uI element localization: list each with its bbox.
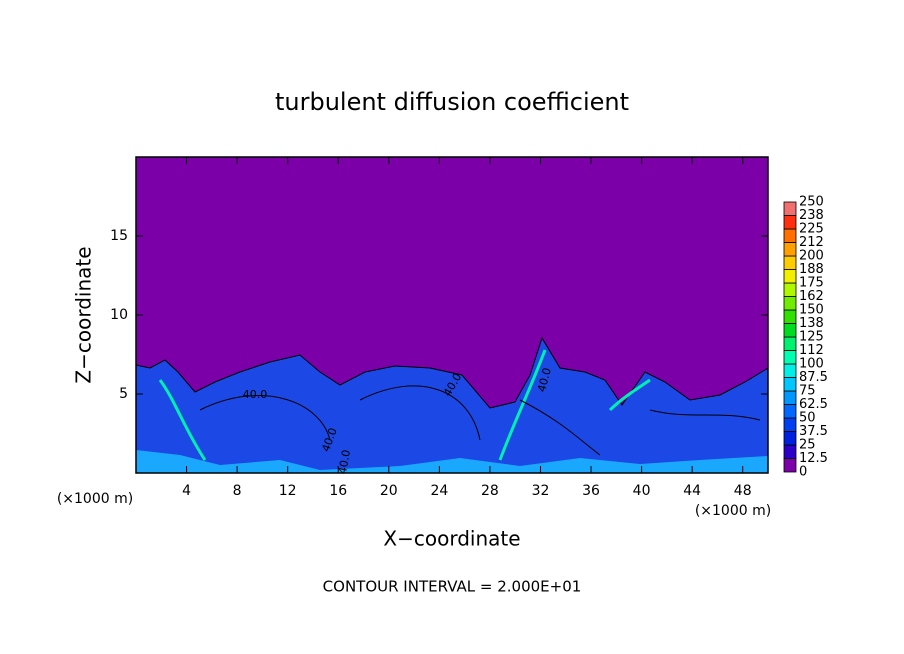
colorbar-label: 175 [799,276,824,291]
footer: CONTOUR INTERVAL = 2.000E+01 [323,578,582,596]
colorbar-segment [783,242,797,257]
colorbar-segment [783,323,797,338]
colorbar-segment [783,363,797,378]
colorbar-label: 62.5 [799,397,828,412]
colorbar-segment [783,269,797,284]
colorbar-label: 100 [799,357,824,372]
x-tick-label: 12 [279,483,297,499]
x-tick-label: 36 [582,483,600,499]
y-tick-label: 15 [110,228,128,244]
colorbar-label: 87.5 [799,370,828,385]
x-tick-label: 20 [380,483,398,499]
contour-label: 40.0 [336,449,353,475]
colorbar-segment [783,390,797,405]
chart-title: turbulent diffusion coefficient [275,88,629,116]
colorbar-label: 25 [799,438,816,453]
colorbar-label: 200 [799,249,824,264]
colorbar-segment [783,404,797,419]
colorbar-segment [783,431,797,446]
colorbar-segment [783,255,797,270]
colorbar-segment [783,296,797,311]
colorbar-segment [783,336,797,351]
contour-label: 40.0 [535,366,554,393]
x-tick-label: 28 [481,483,499,499]
x-tick-label: 4 [182,483,191,499]
x-unit-label: (×1000 m) [57,491,133,507]
high-streak [158,349,651,461]
colorbar-label: 212 [799,235,824,250]
colorbar-segment [783,309,797,324]
colorbar-label: 125 [799,330,824,345]
turbulent-core [136,450,768,473]
colorbar-segment [783,444,797,459]
colorbar-label: 188 [799,262,824,277]
colorbar-segment [783,282,797,297]
colorbar-label: 12.5 [799,451,828,466]
x-tick-label: 24 [430,483,448,499]
colorbar-label: 112 [799,343,824,358]
colorbar-label: 238 [799,208,824,223]
x-tick-label: 48 [734,483,752,499]
x-tick-label: 16 [329,483,347,499]
colorbar-segment [783,377,797,392]
colorbar-label: 75 [799,384,816,399]
x-tick-label: 8 [233,483,242,499]
x-tick-label: 44 [683,483,701,499]
colorbar-segment [783,417,797,432]
colorbar-label: 138 [799,316,824,331]
contour-line [199,385,761,456]
colorbar-label: 37.5 [799,424,828,439]
colorbar-segment [783,201,797,216]
turbulent-region [135,336,769,474]
x-tick-label: 32 [532,483,550,499]
colorbar-segment [783,228,797,243]
colorbar-label: 162 [799,289,824,304]
y-tick-label: 5 [119,386,128,402]
colorbar-label: 50 [799,411,816,426]
colorbar-label: 150 [799,303,824,318]
colorbar-label: 225 [799,222,824,237]
y-axis-label: Z−coordinate [72,246,96,383]
contour-label: 40.0 [243,388,268,401]
field [135,157,769,474]
x-axis-label: X−coordinate [383,527,520,551]
colorbar-segment [783,215,797,230]
colorbar-segment [783,350,797,365]
colorbar-label: 250 [799,195,824,210]
y-tick-label: 10 [110,307,128,323]
colorbar-segment [783,458,797,473]
colorbar-label: 0 [799,465,807,480]
x-unit-label: (×1000 m) [695,503,771,519]
x-tick-label: 40 [633,483,651,499]
